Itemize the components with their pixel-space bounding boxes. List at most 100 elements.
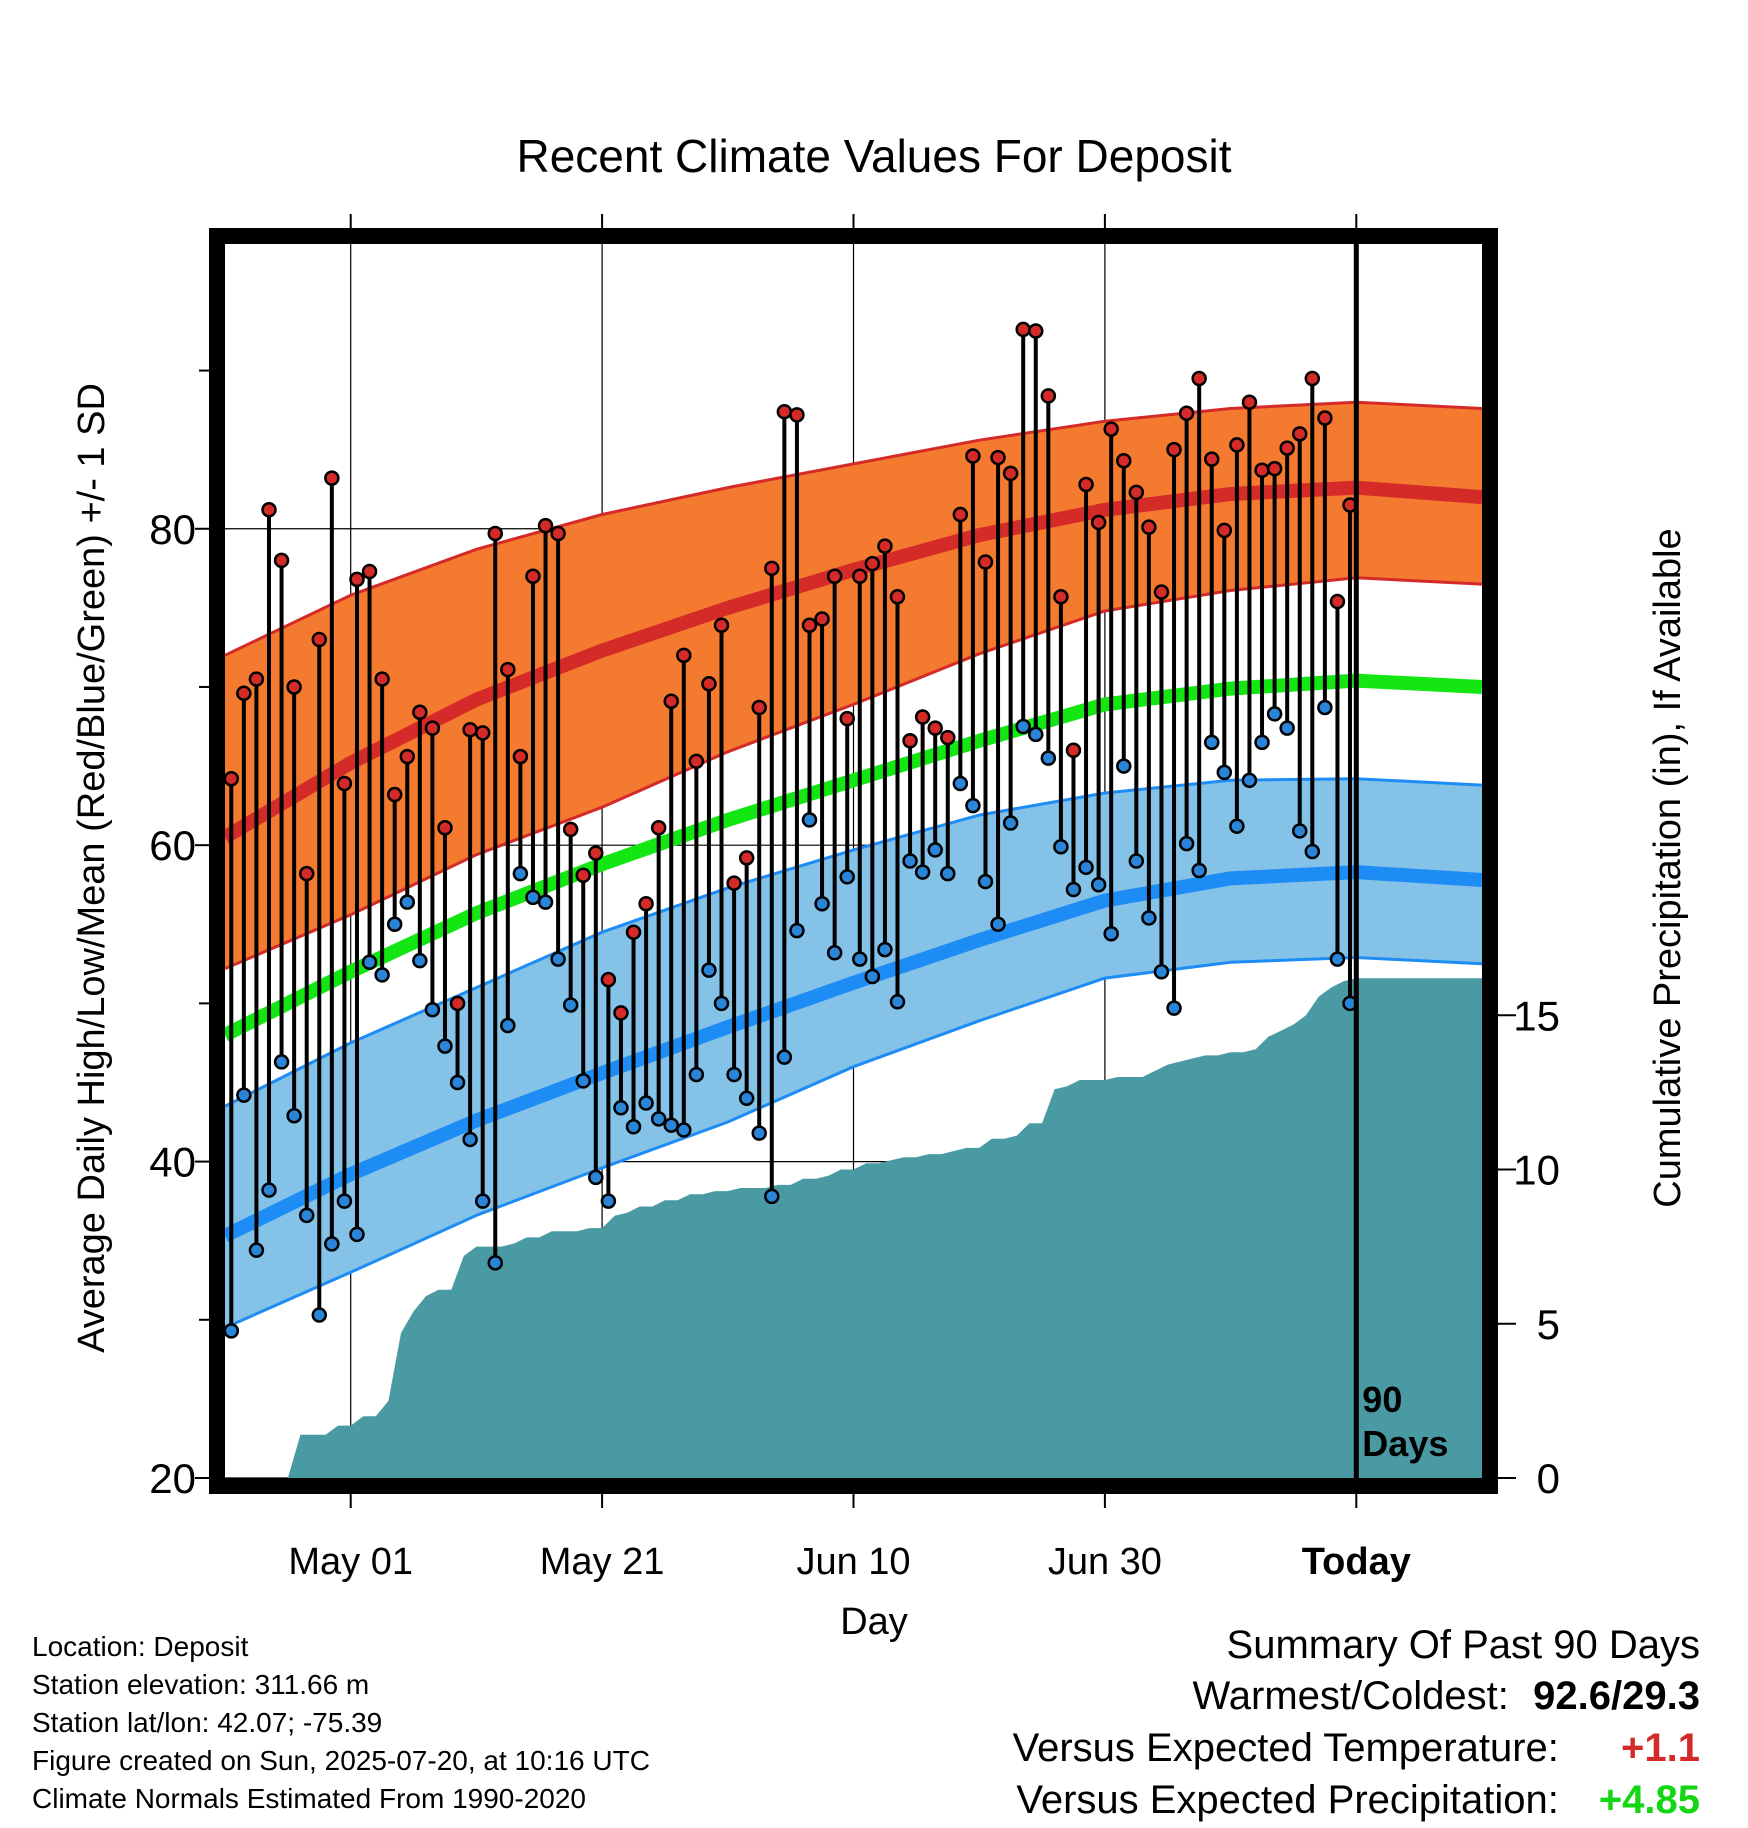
daily-low-point [713, 995, 730, 1012]
daily-high-point [1254, 462, 1270, 478]
daily-low-point [738, 1090, 755, 1107]
daily-high-point [738, 850, 755, 866]
high-sd-band-upper-edge [224, 400, 1483, 657]
daily-high-point [977, 554, 994, 570]
latlon-text: Station lat/lon: 42.07; -75.39 [32, 1707, 383, 1738]
daily-high-point [801, 617, 818, 634]
chart-title: Recent Climate Values For Deposit [517, 130, 1232, 182]
daily-low-point [361, 954, 378, 971]
daily-high-point [1266, 460, 1283, 477]
daily-low-point [726, 1066, 742, 1083]
daily-high-point [324, 470, 340, 486]
daily-low-point [512, 865, 529, 882]
daily-high-point [1203, 451, 1220, 467]
y2-axis-label: Cumulative Precipitation (in), If Availa… [1647, 528, 1689, 1207]
y2-tick-label: 5 [1537, 1301, 1560, 1348]
daily-high-point [713, 617, 730, 634]
daily-low-point [1053, 839, 1069, 855]
daily-high-point [1065, 742, 1082, 759]
daily-low-point [701, 962, 717, 978]
daily-low-point [487, 1255, 504, 1271]
daily-low-point [462, 1131, 478, 1148]
daily-low-point [537, 894, 554, 910]
daily-high-point [236, 685, 252, 702]
daily-high-point [399, 748, 416, 765]
daily-low-point [386, 916, 403, 933]
daily-low-point [625, 1119, 642, 1135]
daily-high-point [311, 631, 328, 648]
daily-low-point [1141, 910, 1157, 926]
warm-cold-row: Warmest/Coldest: 92.6/29.3 [1013, 1670, 1701, 1722]
daily-high-point [1090, 514, 1107, 531]
location-text: Location: Deposit [32, 1631, 249, 1662]
daily-high-point [474, 725, 491, 741]
daily-low-point [1166, 1000, 1182, 1016]
daily-high-point [588, 845, 604, 861]
daily-high-point [512, 748, 529, 765]
daily-low-point [914, 864, 931, 880]
x-axis-label: Day [840, 1601, 908, 1643]
daily-low-point [1329, 951, 1346, 967]
daily-low-point [801, 812, 818, 828]
daily-high-point [613, 1005, 629, 1021]
y2-tick-label: 0 [1537, 1455, 1560, 1502]
low-mean-line [221, 865, 1483, 1243]
daily-low-point [236, 1087, 252, 1103]
plot-frame [209, 228, 1498, 1494]
daily-low-point [1078, 859, 1094, 876]
precip-value: +4.85 [1598, 1778, 1700, 1822]
daily-high-point [1166, 441, 1182, 458]
daily-low-point [1254, 734, 1270, 751]
daily-high-point [349, 571, 365, 588]
daily-low-point [663, 1117, 679, 1133]
daily-low-point [298, 1207, 315, 1224]
daily-low-point [575, 1073, 591, 1089]
daily-high-point [550, 525, 566, 542]
daily-low-point [1065, 881, 1082, 898]
daily-high-point [261, 502, 277, 518]
daily-high-point [286, 679, 302, 695]
y-tick-label: 60 [149, 822, 196, 869]
daily-low-point [902, 853, 918, 869]
daily-low-point [273, 1054, 290, 1070]
daily-high-point [374, 671, 390, 687]
daily-high-point [575, 867, 591, 883]
daily-low-point [1028, 726, 1044, 743]
daily-high-point [298, 865, 315, 882]
daily-high-point [273, 552, 290, 569]
daily-low-point [676, 1122, 692, 1138]
daily-low-point [1203, 734, 1220, 751]
daily-high-point [1015, 321, 1031, 338]
daily-high-point [1304, 370, 1321, 387]
daily-high-point [625, 924, 642, 940]
daily-low-point [789, 922, 805, 939]
daily-low-point [474, 1193, 491, 1209]
daily-high-point [965, 448, 981, 464]
daily-low-point [826, 945, 843, 961]
daily-low-point [399, 894, 416, 910]
daily-low-point [500, 1017, 516, 1034]
temp-label: Versus Expected Temperature: [1012, 1726, 1559, 1770]
daily-high-point [600, 971, 617, 988]
daily-low-point [1153, 963, 1170, 980]
x-tick-label: Today [1302, 1541, 1411, 1583]
daily-low-point [1015, 718, 1031, 735]
today-days-label: 90 [1362, 1379, 1402, 1420]
plot-border [209, 228, 1498, 1494]
today-days-label: Days [1362, 1423, 1448, 1464]
daily-low-point [1241, 772, 1258, 789]
daily-high-point [814, 611, 830, 627]
daily-low-point [864, 968, 881, 985]
daily-high-point [1191, 370, 1207, 387]
daily-low-point [751, 1125, 767, 1141]
daily-low-point [349, 1226, 365, 1243]
daily-low-point [588, 1169, 604, 1186]
daily-high-point [248, 671, 265, 687]
daily-high-point [412, 704, 428, 721]
daily-low-point [562, 997, 579, 1013]
daily-low-point [688, 1066, 705, 1083]
daily-low-point [1090, 876, 1107, 893]
y-axis-label: Average Daily High/Low/Mean (Red/Blue/Gr… [71, 383, 113, 1353]
daily-low-point [1040, 750, 1057, 766]
